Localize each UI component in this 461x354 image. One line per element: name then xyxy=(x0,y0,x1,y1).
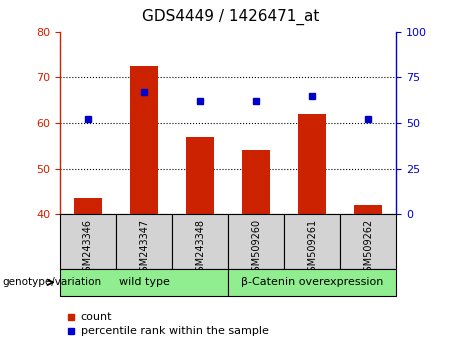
Text: GSM243348: GSM243348 xyxy=(195,218,205,278)
Text: GSM509261: GSM509261 xyxy=(307,218,317,278)
Text: GSM243347: GSM243347 xyxy=(139,218,149,278)
Text: genotype/variation: genotype/variation xyxy=(2,277,101,287)
Bar xyxy=(186,137,214,214)
Bar xyxy=(284,214,340,269)
Bar xyxy=(116,214,172,269)
Text: count: count xyxy=(81,312,112,322)
Text: percentile rank within the sample: percentile rank within the sample xyxy=(81,326,269,336)
Bar xyxy=(228,269,396,296)
Bar xyxy=(74,198,102,214)
Bar xyxy=(355,205,383,214)
Text: GSM243346: GSM243346 xyxy=(83,218,93,278)
Bar xyxy=(298,114,326,214)
Bar xyxy=(172,214,228,269)
Bar xyxy=(228,214,284,269)
Text: GSM509262: GSM509262 xyxy=(363,218,373,278)
Text: β-Catenin overexpression: β-Catenin overexpression xyxy=(241,277,384,287)
Bar xyxy=(340,214,396,269)
Text: wild type: wild type xyxy=(118,277,170,287)
Bar xyxy=(60,269,228,296)
Text: GDS4449 / 1426471_at: GDS4449 / 1426471_at xyxy=(142,9,319,25)
Bar xyxy=(60,214,116,269)
Bar xyxy=(242,150,270,214)
Text: GSM509260: GSM509260 xyxy=(251,218,261,278)
Bar xyxy=(130,66,158,214)
